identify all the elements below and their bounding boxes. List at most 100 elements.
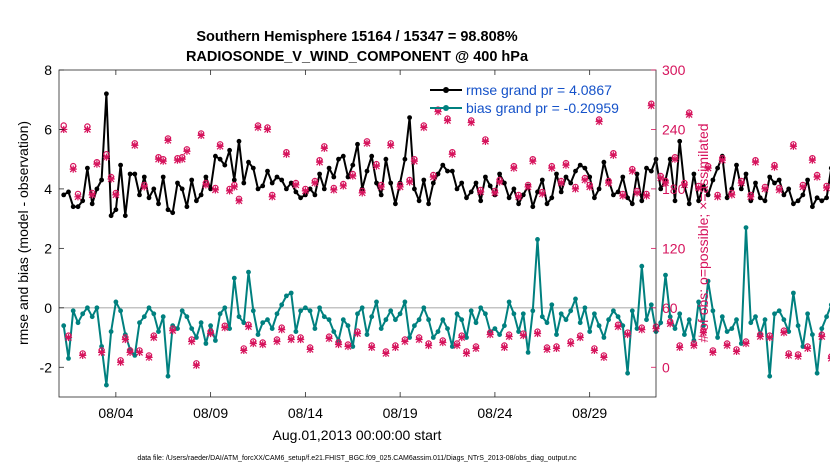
obs-assimilated-stroke xyxy=(500,343,508,352)
obs-assimilated-stroke xyxy=(567,339,575,348)
obs-assimilated-marker xyxy=(372,162,381,170)
rmse-point xyxy=(137,192,142,198)
obs-assimilated-stroke xyxy=(557,179,565,187)
bias-point xyxy=(824,314,829,320)
obs-assimilated-stroke xyxy=(83,125,92,134)
bias-point xyxy=(587,329,593,334)
obs-assimilated-marker xyxy=(761,185,769,193)
y-left-tick-label: 4 xyxy=(44,181,52,197)
bias-point xyxy=(611,308,616,314)
obs-assimilated-stroke xyxy=(519,331,527,340)
obs-assimilated-marker xyxy=(64,333,73,342)
y-left-tick-label: 6 xyxy=(44,121,52,137)
obs-assimilated-stroke xyxy=(230,183,238,191)
obs-assimilated-stroke xyxy=(207,329,215,338)
obs-assimilated-marker xyxy=(273,337,281,346)
obs-assimilated-stroke xyxy=(278,326,286,334)
rmse-point xyxy=(298,195,303,201)
rmse-point xyxy=(118,162,123,168)
obs-assimilated-stroke xyxy=(263,125,272,134)
rmse-point xyxy=(227,147,233,153)
bias-point xyxy=(378,326,384,331)
bias-point xyxy=(520,311,526,317)
obs-assimilated-marker xyxy=(178,155,186,163)
bias-point xyxy=(246,269,251,275)
rmse-point xyxy=(156,201,161,207)
obs-assimilated-stroke xyxy=(822,184,830,192)
rmse-point xyxy=(762,198,768,204)
rmse-point xyxy=(757,195,763,201)
obs-assimilated-marker xyxy=(88,191,96,199)
rmse-point xyxy=(61,192,67,198)
bias-point xyxy=(265,317,270,323)
rmse-point xyxy=(80,198,86,204)
rmse-point xyxy=(416,198,422,204)
obs-assimilated-marker xyxy=(533,329,542,338)
rmse-point xyxy=(104,91,109,97)
obs-assimilated-stroke xyxy=(467,118,475,127)
obs-assimilated-stroke xyxy=(657,174,665,182)
rmse-point xyxy=(303,192,308,198)
bias-point xyxy=(483,311,488,317)
obs-assimilated-marker xyxy=(282,150,291,158)
obs-assimilated-stroke xyxy=(306,345,314,354)
obs-assimilated-stroke xyxy=(64,333,73,342)
obs-assimilated-stroke xyxy=(244,323,253,331)
obs-assimilated-stroke xyxy=(661,179,670,187)
bias-point xyxy=(255,332,261,337)
rmse-point xyxy=(691,171,697,177)
obs-assimilated-stroke xyxy=(135,348,144,357)
obs-assimilated-marker xyxy=(647,102,655,110)
obs-assimilated-marker xyxy=(453,341,461,350)
bias-point xyxy=(326,317,332,323)
obs-assimilated-marker xyxy=(695,184,703,192)
bias-point xyxy=(236,314,242,320)
bias-point xyxy=(795,323,801,329)
rmse-point xyxy=(781,192,787,198)
obs-assimilated-stroke xyxy=(131,141,139,149)
bias-point xyxy=(75,320,81,326)
rmse-point xyxy=(412,186,417,192)
obs-assimilated-marker xyxy=(462,349,471,357)
obs-assimilated-stroke xyxy=(718,156,726,164)
x-tick-label: 08/29 xyxy=(572,405,607,421)
bias-point xyxy=(776,308,782,314)
rmse-point xyxy=(814,195,820,201)
obs-assimilated-stroke xyxy=(344,342,352,351)
bias-point xyxy=(819,326,825,331)
obs-assimilated-marker xyxy=(514,193,523,201)
bias-point xyxy=(203,341,209,346)
obs-assimilated-marker xyxy=(79,351,87,359)
rmse-point xyxy=(184,204,190,210)
obs-assimilated-stroke xyxy=(609,151,617,159)
bias-point xyxy=(459,317,465,323)
obs-assimilated-marker xyxy=(396,183,404,191)
obs-assimilated-marker xyxy=(154,155,163,163)
obs-assimilated-stroke xyxy=(581,176,589,184)
obs-assimilated-marker xyxy=(799,183,807,191)
obs-assimilated-marker xyxy=(410,157,418,165)
bias-point xyxy=(388,308,394,314)
obs-assimilated-stroke xyxy=(88,191,96,199)
bias-point xyxy=(492,326,498,331)
obs-assimilated-marker xyxy=(728,191,736,199)
obs-assimilated-marker xyxy=(448,150,456,158)
obs-assimilated-stroke xyxy=(225,187,234,195)
obs-assimilated-stroke xyxy=(543,345,551,354)
rmse-point xyxy=(577,162,583,168)
obs-assimilated-stroke xyxy=(249,339,257,348)
obs-assimilated-marker xyxy=(434,108,442,116)
bias-point xyxy=(279,302,285,308)
obs-assimilated-stroke xyxy=(169,327,177,335)
obs-assimilated-marker xyxy=(192,361,201,369)
bias-point xyxy=(748,320,754,326)
obs-assimilated-marker xyxy=(467,118,475,127)
rmse-point xyxy=(440,162,446,168)
obs-assimilated-marker xyxy=(249,339,257,348)
obs-assimilated-stroke xyxy=(723,341,731,350)
rmse-point xyxy=(269,180,275,186)
rmse-point xyxy=(317,171,322,177)
obs-assimilated-marker xyxy=(334,340,343,349)
rmse-point xyxy=(516,201,521,207)
rmse-point xyxy=(748,198,754,204)
